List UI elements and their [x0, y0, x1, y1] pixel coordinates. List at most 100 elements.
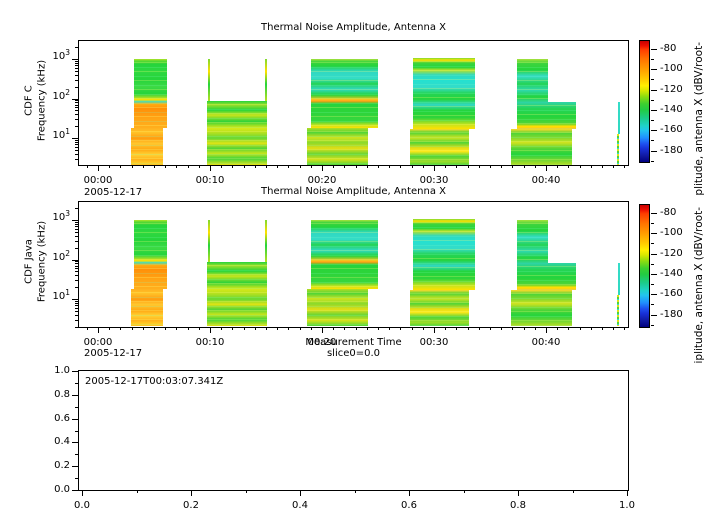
colorbar-minor-tick: [651, 324, 654, 326]
x-minor-tick: [355, 165, 357, 168]
x-minor-tick: [131, 327, 133, 330]
panel3-annotation: 2005-12-17T00:03:07.341Z: [85, 376, 224, 387]
x-minor-tick: [602, 327, 603, 330]
colorbar-minor-tick: [651, 140, 654, 142]
spectrogram-segment: [617, 295, 619, 326]
spectrogram-segment: [517, 59, 548, 102]
x-minor-tick: [299, 327, 301, 330]
x-minor-tick: [613, 165, 615, 168]
x-minor-tick: [572, 490, 574, 493]
y-minor-tick: [75, 100, 79, 102]
spectrogram-segment: [617, 134, 619, 165]
spectrogram-segment: [208, 220, 210, 262]
y-tick-label: 1.0: [54, 365, 70, 376]
panel2-xaxis-date: 2005-12-17: [84, 348, 143, 359]
y-minor-tick: [75, 280, 79, 282]
x-minor-tick: [613, 327, 615, 330]
x-minor-tick: [467, 327, 469, 330]
x-minor-tick: [344, 165, 346, 168]
panel3-plot-area[interactable]: [78, 370, 629, 491]
colorbar-tick-label: -120: [660, 247, 683, 259]
x-major-tick: [546, 327, 547, 333]
colorbar-tick-label: -180: [660, 308, 683, 320]
x-minor-tick: [109, 327, 111, 330]
colorbar-minor-tick: [651, 120, 654, 122]
x-tick-label: 00:30: [419, 175, 449, 186]
x-minor-tick: [501, 327, 503, 330]
x-minor-tick: [389, 165, 391, 168]
spectrogram-segment: [131, 289, 163, 326]
x-minor-tick: [266, 327, 267, 330]
colorbar-major-tick: [651, 150, 657, 152]
y-minor-tick: [75, 60, 79, 62]
x-minor-tick: [490, 327, 491, 330]
y-minor-tick: [75, 478, 79, 480]
x-minor-tick: [277, 327, 279, 330]
spectrogram-segment: [134, 220, 167, 289]
x-minor-tick: [232, 165, 234, 168]
y-minor-tick: [75, 314, 79, 316]
x-tick-label: 0.8: [510, 500, 526, 511]
x-minor-tick: [478, 327, 480, 330]
x-minor-tick: [176, 165, 178, 168]
x-minor-tick: [400, 165, 402, 168]
spectrogram-segment: [618, 102, 620, 134]
colorbar-minor-tick: [651, 59, 654, 61]
x-tick-label: 1.0: [619, 500, 635, 511]
x-minor-tick: [590, 327, 592, 330]
y-minor-tick: [75, 158, 79, 160]
x-minor-tick: [411, 165, 413, 168]
spectrogram-segment: [517, 263, 576, 290]
x-minor-tick: [354, 490, 356, 493]
panel2-xaxis-label: Measurement Time: [305, 337, 402, 348]
x-minor-tick: [557, 327, 559, 330]
y-tick-label: 101: [52, 288, 70, 302]
y-major-tick: [72, 442, 79, 444]
colorbar-tick-label: -160: [660, 124, 683, 136]
x-minor-tick: [523, 165, 525, 168]
y-minor-tick: [75, 119, 79, 121]
y-minor-tick: [75, 153, 79, 155]
x-tick-label: 00:20: [307, 337, 337, 348]
y-minor-tick: [75, 47, 79, 49]
x-minor-tick: [86, 327, 88, 330]
y-tick-label: 102: [52, 87, 70, 102]
x-minor-tick: [254, 327, 256, 330]
x-minor-tick: [136, 490, 138, 493]
x-minor-tick: [310, 165, 312, 168]
x-minor-tick: [501, 165, 503, 168]
x-minor-tick: [534, 327, 536, 330]
spectrogram-segment: [265, 59, 267, 101]
colorbar-major-tick: [651, 130, 657, 132]
y-minor-tick: [75, 305, 79, 307]
x-minor-tick: [523, 327, 525, 330]
x-tick-label: 0.2: [183, 500, 199, 511]
y-tick-label: 0.8: [54, 388, 70, 400]
y-minor-tick: [75, 221, 79, 223]
y-minor-tick: [75, 67, 79, 69]
x-minor-tick: [445, 327, 447, 330]
y-major-tick: [72, 394, 79, 396]
panel2-colorbar-label-clip: iplitude, antenna X (dBV/root-: [692, 188, 712, 363]
colorbar-minor-tick: [651, 160, 654, 162]
x-minor-tick: [120, 327, 122, 330]
y-tick-label: 0.0: [54, 484, 70, 495]
x-minor-tick: [221, 165, 223, 168]
x-tick-label: 00:40: [531, 175, 561, 186]
y-minor-tick: [75, 144, 79, 146]
x-minor-tick: [165, 165, 167, 168]
spectrogram-segment: [208, 59, 210, 101]
x-minor-tick: [232, 327, 234, 330]
y-minor-tick: [75, 146, 79, 148]
colorbar-major-tick: [651, 109, 657, 111]
spectrogram-segment: [413, 58, 475, 129]
y-minor-tick: [75, 265, 79, 267]
y-minor-tick: [75, 430, 79, 432]
y-minor-tick: [75, 74, 79, 76]
x-minor-tick: [463, 490, 465, 493]
x-minor-tick: [579, 327, 581, 330]
y-tick-label: 0.6: [54, 412, 70, 424]
y-major-tick: [72, 98, 79, 100]
x-minor-tick: [187, 327, 189, 330]
colorbar-minor-tick: [651, 79, 654, 81]
